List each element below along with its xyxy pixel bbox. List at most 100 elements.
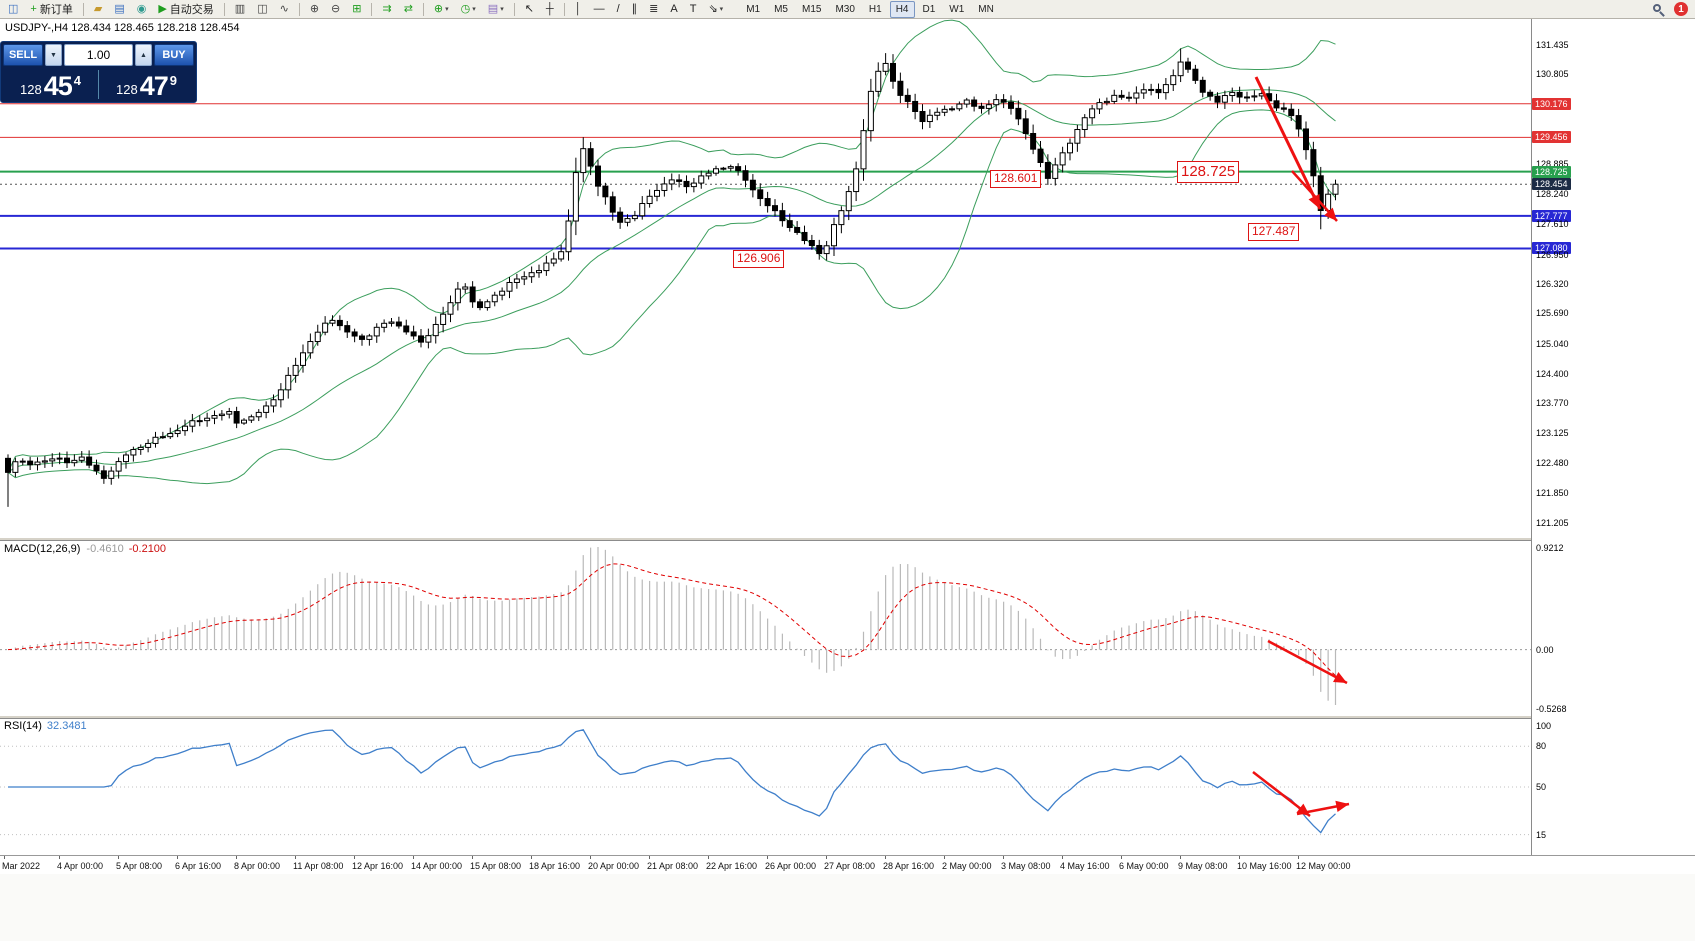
tile-windows-button[interactable]: ⊞ xyxy=(347,1,366,18)
search-icon[interactable] xyxy=(1652,3,1665,17)
auto-scroll-icon: ⇉ xyxy=(382,2,392,15)
price-axis-label: 127.080 xyxy=(1532,242,1571,254)
price-chart-svg[interactable] xyxy=(0,19,1531,537)
price-axis-label: 124.400 xyxy=(1536,369,1569,379)
chart-shift-button[interactable]: ⇄ xyxy=(399,1,418,18)
time-axis-tick xyxy=(1239,856,1240,859)
price-note-127487[interactable]: 127.487 xyxy=(1248,223,1300,241)
sell-price[interactable]: 128 45 4 xyxy=(3,73,98,100)
zoom-out-button[interactable]: ⊖ xyxy=(326,1,345,18)
toolbar-separator xyxy=(513,2,515,16)
text-tool-button[interactable]: A xyxy=(665,1,682,18)
chart-window-button[interactable]: ◫ xyxy=(3,1,23,18)
price-note-126906[interactable]: 126.906 xyxy=(733,250,785,268)
indicators-button[interactable]: ⊕ ▾ xyxy=(429,1,454,18)
cursor-tool-icon: ↖ xyxy=(524,2,534,15)
time-axis-tick xyxy=(236,856,237,859)
time-axis-tick xyxy=(1003,856,1004,859)
buy-price-pips: 47 xyxy=(139,71,169,101)
periods-button[interactable]: ◷ ▾ xyxy=(456,1,481,18)
notification-badge[interactable]: 1 xyxy=(1674,2,1688,16)
time-axis-tick xyxy=(118,856,119,859)
time-axis-label: 6 Apr 16:00 xyxy=(175,861,222,871)
time-axis-label: 27 Apr 08:00 xyxy=(824,861,876,871)
zoom-in-button[interactable]: ⊕ xyxy=(305,1,324,18)
price-note-128601[interactable]: 128.601 xyxy=(990,170,1042,188)
timeframe-mn-button[interactable]: MN xyxy=(978,3,994,15)
rsi-chart-svg[interactable] xyxy=(0,719,1531,855)
templates-button[interactable]: ▤ ▾ xyxy=(483,1,509,18)
price-note-128725[interactable]: 128.725 xyxy=(1177,161,1240,183)
line-chart-mode-button[interactable]: ∿ xyxy=(275,1,294,18)
main-chart-pane[interactable]: 126.906 128.601 128.725 127.487 USDJPY-,H4 … xyxy=(0,19,1531,537)
zoom-in-icon: ⊕ xyxy=(309,2,320,15)
new-order-button[interactable]: + 新订单 xyxy=(25,1,77,18)
timeframe-m15-button[interactable]: M15 xyxy=(802,3,822,15)
timeframe-h4-button[interactable]: H4 xyxy=(889,0,915,18)
cursor-tool-button[interactable]: ↖ xyxy=(520,1,539,18)
time-axis-tick xyxy=(531,856,532,859)
toolbar-separator xyxy=(563,2,565,16)
new-order-icon: + xyxy=(30,2,37,15)
timeframe-d1-button[interactable]: D1 xyxy=(922,3,936,15)
time-axis-tick xyxy=(1180,856,1181,859)
refresh-button[interactable]: ◉ xyxy=(132,1,152,18)
price-axis-label: 123.125 xyxy=(1536,428,1569,438)
horizontal-line-tool-button[interactable]: — xyxy=(589,1,610,18)
timeframe-m30-button[interactable]: M30 xyxy=(835,3,855,15)
volume-increase-button[interactable]: ▲ xyxy=(135,44,152,66)
price-axis-label: 130.805 xyxy=(1536,69,1569,79)
time-axis[interactable]: Mar 2022 4 Apr 00:00 5 Apr 08:00 6 Apr 16:0… xyxy=(0,855,1695,874)
rsi-value: 32.3481 xyxy=(46,720,87,732)
time-axis-label: 20 Apr 00:00 xyxy=(588,861,640,871)
price-axis-label: 125.690 xyxy=(1536,308,1569,318)
auto-scroll-button[interactable]: ⇉ xyxy=(377,1,396,18)
label-tool-button[interactable]: T xyxy=(685,1,702,18)
profile-button[interactable]: ▰ xyxy=(89,1,107,18)
price-axis-label: 121.850 xyxy=(1536,488,1569,498)
sell-button[interactable]: SELL xyxy=(3,44,43,66)
candlestick-mode-icon: ◫ xyxy=(257,2,268,15)
candlestick-mode-button[interactable]: ◫ xyxy=(252,1,272,18)
market-watch-button[interactable]: ▤ xyxy=(109,1,129,18)
rsi-pane[interactable]: RSI(14) 32.3481 xyxy=(0,719,1531,855)
time-axis-tick xyxy=(590,856,591,859)
chart-shift-icon: ⇄ xyxy=(403,2,413,15)
volume-input[interactable] xyxy=(64,44,133,66)
toolbar-separator xyxy=(298,2,300,16)
macd-pane[interactable]: MACD(12,26,9) -0.4610 -0.2100 xyxy=(0,541,1531,715)
volume-decrease-button[interactable]: ▼ xyxy=(45,44,62,66)
chevron-down-icon: ▾ xyxy=(719,6,724,13)
pane-splitter[interactable] xyxy=(0,715,1695,719)
zoom-out-icon: ⊖ xyxy=(331,2,341,15)
buy-button[interactable]: BUY xyxy=(154,44,194,66)
timeframe-w1-button[interactable]: W1 xyxy=(949,3,965,15)
trade-panel-prices: 128 45 4 128 47 9 xyxy=(3,67,194,100)
fibonacci-tool-button[interactable]: ≣ xyxy=(644,1,663,18)
price-axis[interactable]: 131.435 130.805 130.176 129.456 128.885 128.7… xyxy=(1531,19,1695,855)
chart-window-icon: ◫ xyxy=(8,2,19,15)
line-chart-mode-icon: ∿ xyxy=(279,2,289,15)
timeframe-m1-button[interactable]: M1 xyxy=(746,3,761,15)
macd-chart-svg[interactable] xyxy=(0,541,1531,715)
refresh-icon: ◉ xyxy=(136,2,147,15)
time-axis-tick xyxy=(1298,856,1299,859)
auto-trading-button[interactable]: ▶ 自动交易 xyxy=(153,1,218,18)
vertical-line-tool-button[interactable]: │ xyxy=(570,1,587,18)
macd-signal-value: -0.2100 xyxy=(128,543,167,555)
channel-tool-icon: ∥ xyxy=(631,2,638,15)
time-axis-tick xyxy=(4,856,5,859)
vertical-line-tool-icon: │ xyxy=(574,2,582,15)
channel-tool-button[interactable]: ∥ xyxy=(627,1,643,18)
time-axis-label: 28 Apr 16:00 xyxy=(883,861,935,871)
pane-splitter[interactable] xyxy=(0,537,1695,541)
crosshair-tool-button[interactable]: ┼ xyxy=(541,1,559,18)
timeframe-h1-button[interactable]: H1 xyxy=(868,3,882,15)
arrows-tool-button[interactable]: ⇘ ▾ xyxy=(703,1,728,18)
bar-chart-mode-icon: ▥ xyxy=(234,2,246,15)
buy-price[interactable]: 128 47 9 xyxy=(99,71,194,101)
trendline-tool-button[interactable]: / xyxy=(612,1,625,18)
timeframe-m5-button[interactable]: M5 xyxy=(774,3,788,15)
bar-chart-mode-button[interactable]: ▥ xyxy=(230,1,250,18)
